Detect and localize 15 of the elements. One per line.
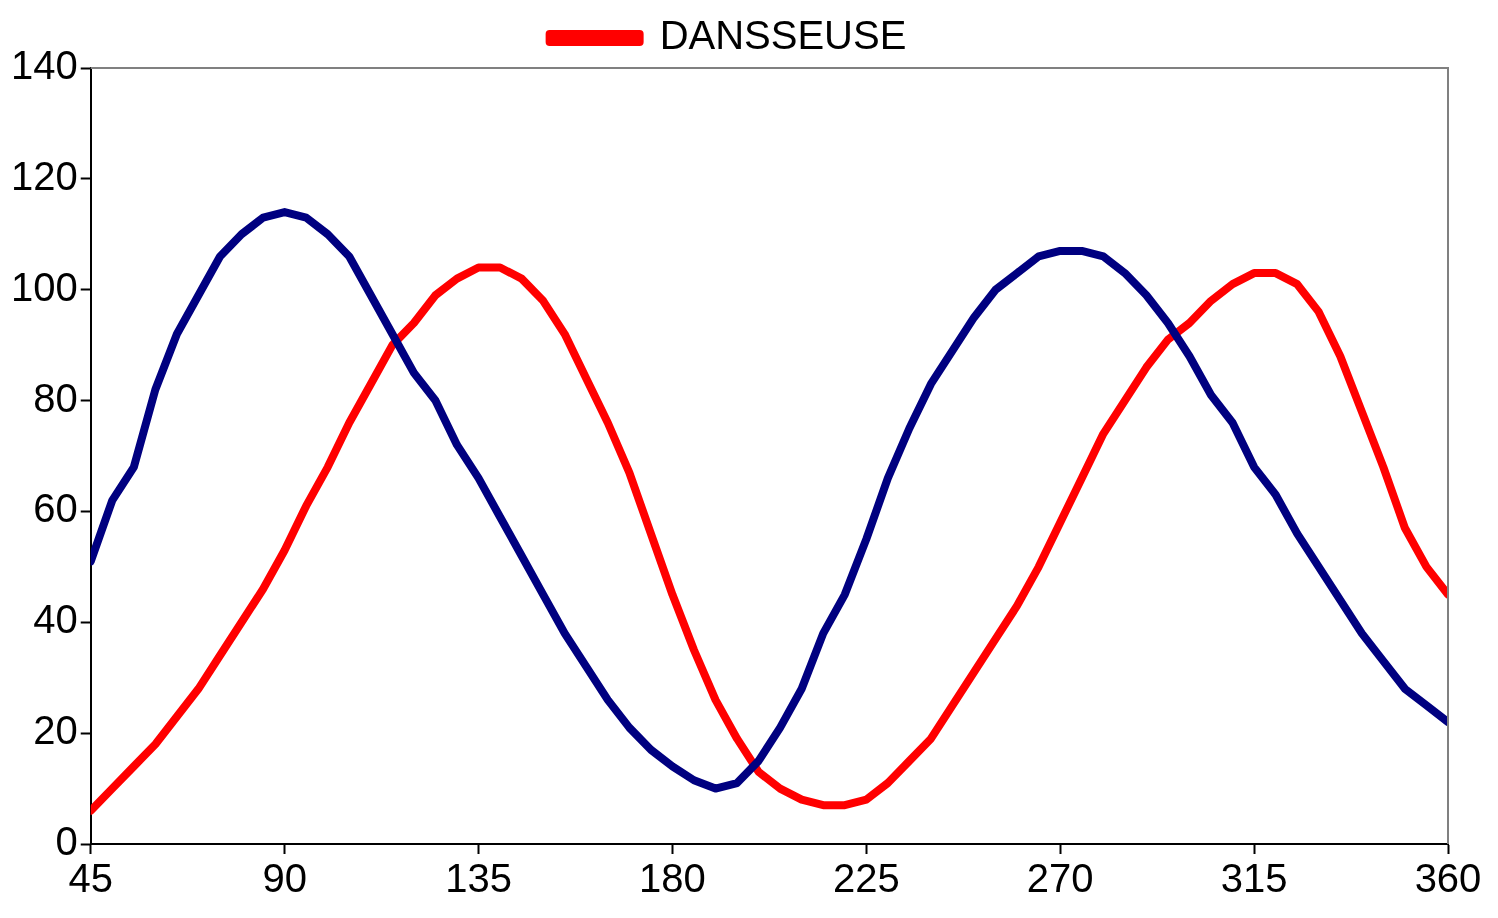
y-tick-label: 120 xyxy=(10,153,78,198)
y-tick-label: 20 xyxy=(33,708,78,753)
y-tick-label: 40 xyxy=(33,597,78,642)
y-tick-label: 60 xyxy=(33,486,78,531)
legend-label: DANSSEUSE xyxy=(659,13,907,58)
x-tick-label: 315 xyxy=(1220,856,1288,901)
x-tick-label: 360 xyxy=(1414,856,1482,901)
y-tick-label: 80 xyxy=(33,375,78,420)
y-tick-label: 100 xyxy=(10,264,78,309)
x-tick-label: 90 xyxy=(262,856,307,901)
y-tick-label: 140 xyxy=(10,43,78,88)
x-tick-label: 180 xyxy=(639,856,706,901)
x-tick-label: 135 xyxy=(445,856,512,901)
x-tick-label: 270 xyxy=(1026,856,1094,901)
x-tick-label: 225 xyxy=(832,856,900,901)
